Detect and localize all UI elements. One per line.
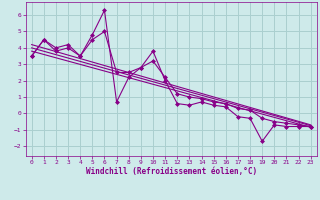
X-axis label: Windchill (Refroidissement éolien,°C): Windchill (Refroidissement éolien,°C)	[86, 167, 257, 176]
